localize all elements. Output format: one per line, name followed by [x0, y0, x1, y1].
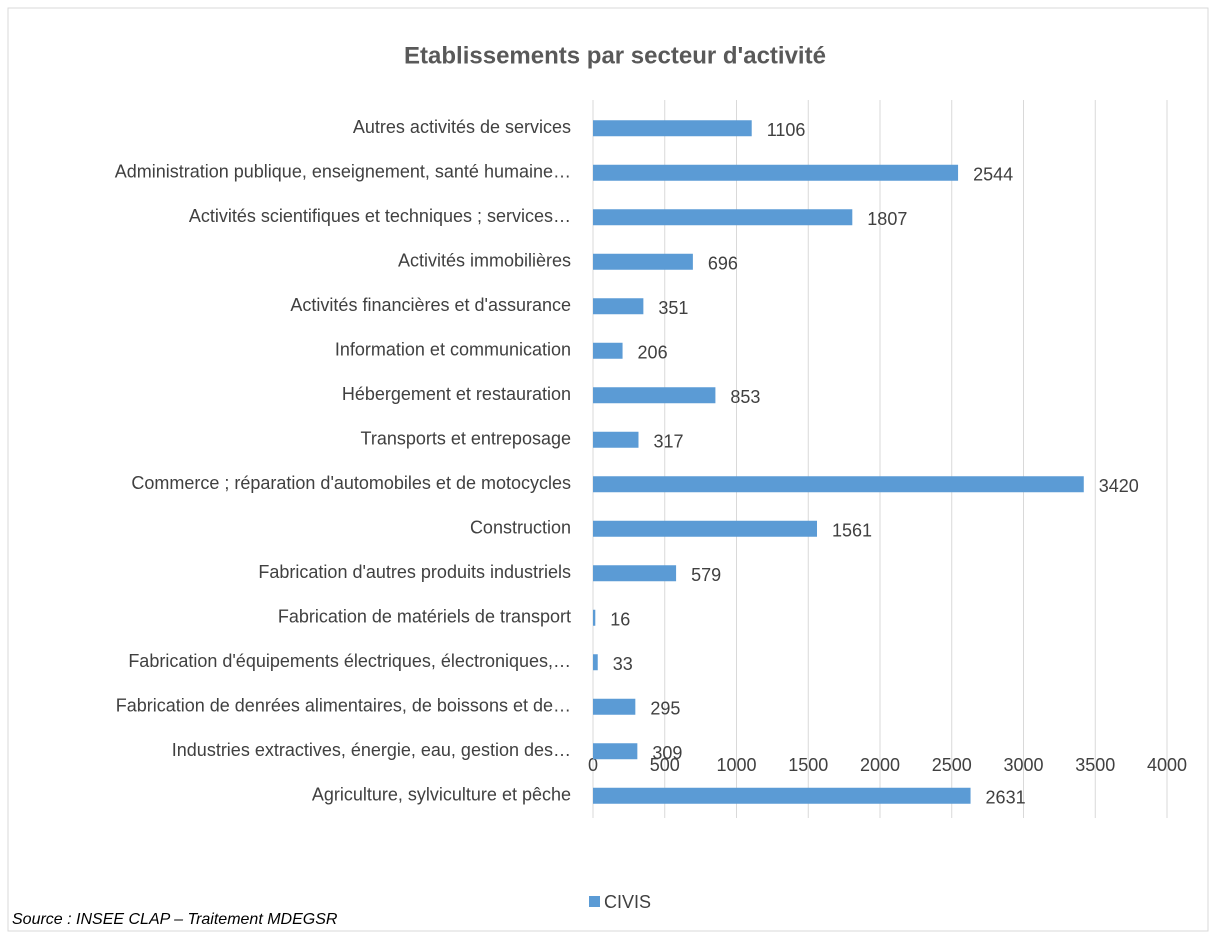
y-tick-label: Agriculture, sylviculture et pêche — [312, 785, 571, 805]
data-label: 2544 — [973, 165, 1013, 185]
y-tick-label: Commerce ; réparation d'automobiles et d… — [131, 473, 571, 493]
bar — [593, 698, 636, 715]
bar — [593, 298, 644, 315]
y-tick-label: Hébergement et restauration — [342, 384, 571, 404]
bar — [593, 476, 1084, 493]
data-label: 579 — [691, 565, 721, 585]
y-tick-label: Fabrication de matériels de transport — [278, 607, 571, 627]
bar — [593, 520, 818, 537]
x-tick-label: 1500 — [788, 755, 828, 775]
x-tick-label: 1000 — [716, 755, 756, 775]
y-tick-label: Industries extractives, énergie, eau, ge… — [172, 740, 571, 760]
y-tick-label: Activités scientifiques et techniques ; … — [189, 206, 571, 226]
data-label: 1561 — [832, 521, 872, 541]
data-label: 16 — [610, 610, 630, 630]
y-tick-label: Activités immobilières — [398, 251, 571, 271]
y-tick-label: Activités financières et d'assurance — [290, 295, 571, 315]
y-tick-label: Fabrication d'autres produits industriel… — [258, 562, 571, 582]
bar — [593, 209, 853, 226]
bar — [593, 654, 598, 671]
data-label: 295 — [650, 699, 680, 719]
y-tick-label: Information et communication — [335, 340, 571, 360]
x-tick-label: 4000 — [1147, 755, 1187, 775]
source-note: Source : INSEE CLAP – Traitement MDEGSR — [12, 911, 338, 928]
legend-swatch — [589, 896, 600, 907]
x-tick-label: 0 — [588, 755, 598, 775]
data-label: 351 — [658, 298, 688, 318]
y-tick-label: Administration publique, enseignement, s… — [115, 162, 571, 182]
y-tick-label: Construction — [470, 518, 571, 538]
data-label: 33 — [613, 654, 633, 674]
bar — [593, 120, 752, 137]
data-label: 206 — [638, 343, 668, 363]
data-label: 3420 — [1099, 476, 1139, 496]
data-label: 1106 — [767, 120, 806, 140]
x-tick-label: 3000 — [1003, 755, 1043, 775]
legend-label: CIVIS — [604, 892, 651, 912]
data-label: 696 — [708, 254, 738, 274]
bar — [593, 253, 693, 270]
bar — [593, 387, 716, 404]
x-tick-label: 2000 — [860, 755, 900, 775]
data-label: 2631 — [986, 788, 1026, 808]
data-label: 309 — [652, 743, 682, 763]
y-tick-label: Fabrication de denrées alimentaires, de … — [116, 696, 571, 716]
y-tick-label: Transports et entreposage — [361, 429, 571, 449]
y-tick-label: Fabrication d'équipements électriques, é… — [128, 651, 571, 671]
chart-title: Etablissements par secteur d'activité — [404, 42, 826, 69]
x-tick-label: 3500 — [1075, 755, 1115, 775]
x-tick-label: 500 — [650, 755, 680, 775]
bar — [593, 164, 959, 181]
data-label: 853 — [730, 387, 760, 407]
x-tick-label: 2500 — [932, 755, 972, 775]
chart-border — [7, 7, 1209, 932]
bar — [593, 743, 638, 760]
bar — [593, 565, 677, 582]
data-label: 1807 — [867, 209, 907, 229]
bar — [593, 342, 623, 359]
y-tick-label: Autres activités de services — [353, 117, 571, 137]
bar — [593, 431, 639, 448]
bar — [593, 787, 971, 804]
data-label: 317 — [653, 432, 683, 452]
bar — [593, 609, 596, 626]
